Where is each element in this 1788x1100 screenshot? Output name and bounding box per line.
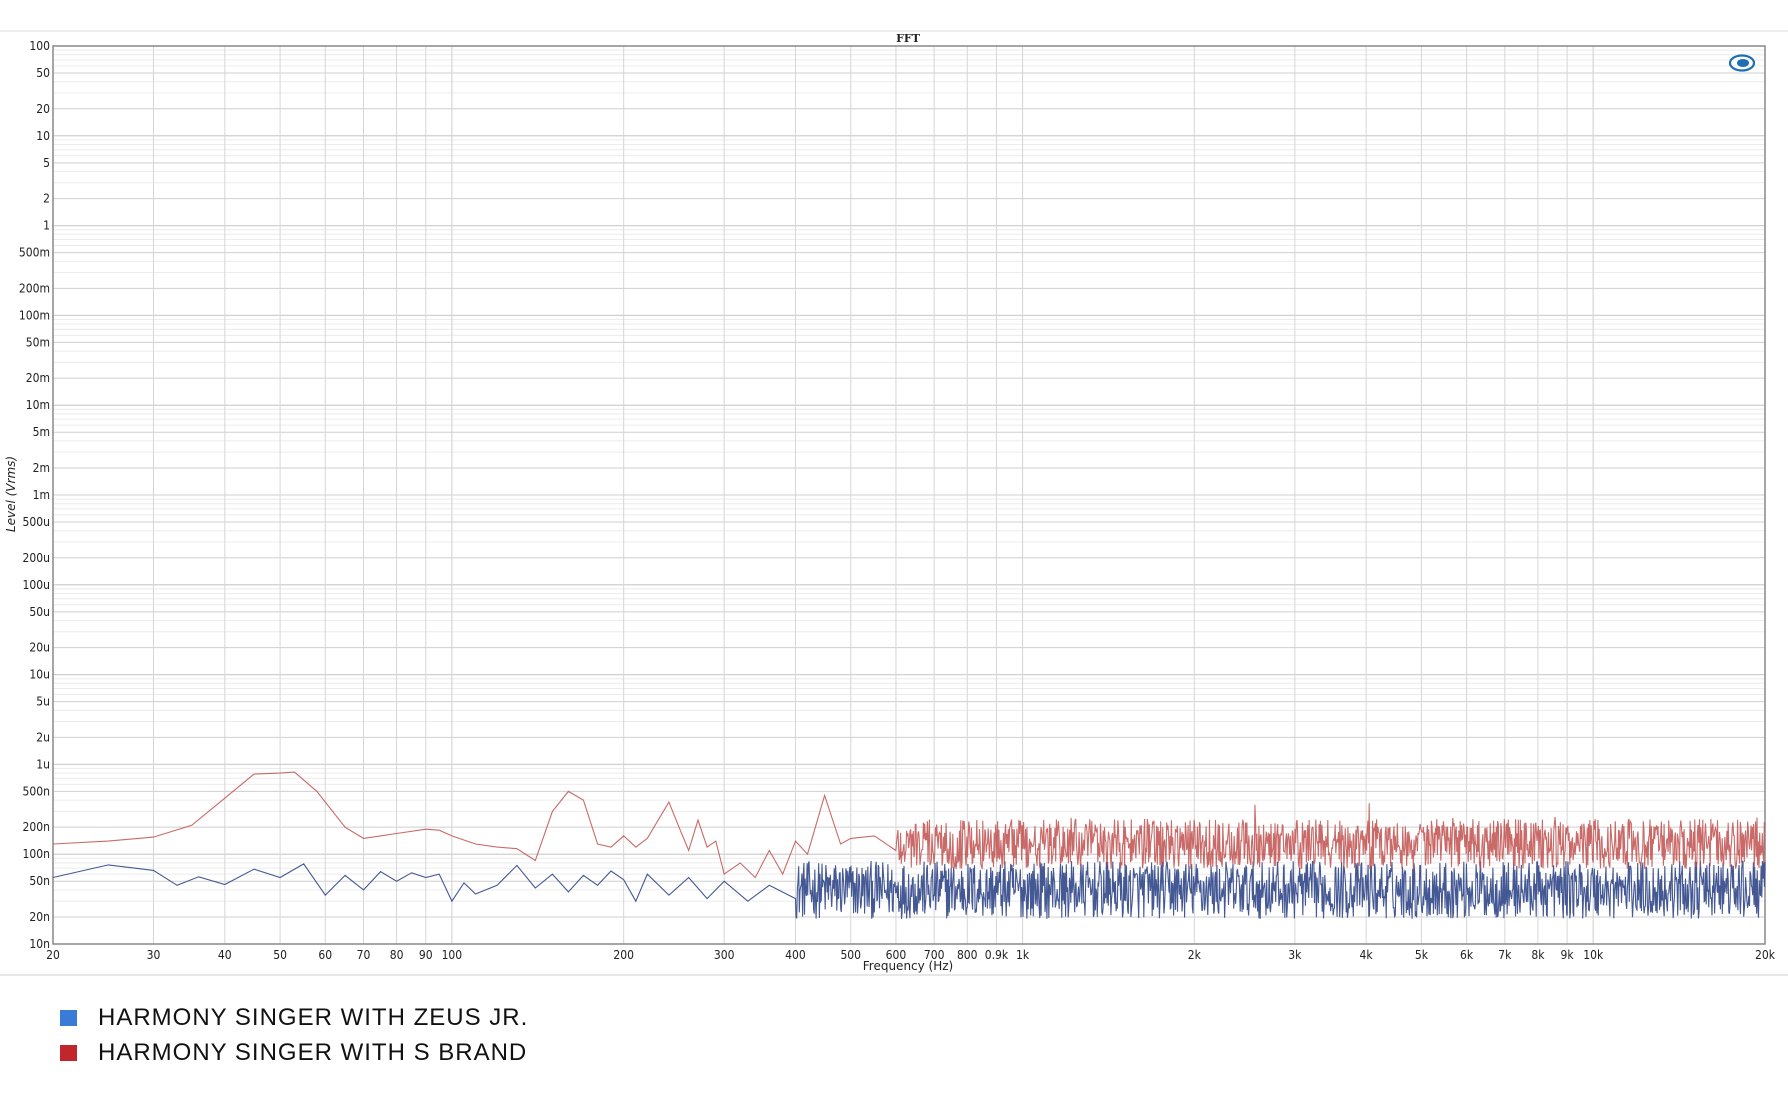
x-tick-label: 5k — [1415, 948, 1429, 962]
chart-title: FFT — [896, 32, 921, 45]
x-tick-label: 6k — [1460, 948, 1474, 962]
y-tick-label: 10 — [36, 129, 50, 143]
x-tick-label: 100 — [442, 948, 463, 962]
y-tick-label: 50m — [26, 335, 50, 349]
x-tick-label: 20k — [1755, 948, 1776, 962]
y-tick-label: 10u — [29, 668, 50, 682]
series-line-s-brand — [52, 771, 1766, 879]
legend-swatch-red — [60, 1044, 77, 1061]
y-axis-title: Level (Vrms) — [4, 456, 18, 532]
y-tick-label: 20n — [29, 910, 50, 924]
x-tick-label: 9k — [1561, 948, 1575, 962]
x-tick-label: 40 — [218, 948, 232, 962]
legend-item-s-brand: HARMONY SINGER WITH S BRAND — [60, 1035, 528, 1070]
x-tick-label: 300 — [714, 948, 735, 962]
x-tick-label: 3k — [1288, 948, 1302, 962]
y-tick-label: 1m — [33, 488, 50, 502]
y-tick-label: 500u — [23, 515, 50, 529]
y-tick-label: 5 — [43, 156, 50, 170]
y-tick-label: 500m — [19, 246, 50, 260]
y-tick-label: 10m — [26, 398, 50, 412]
legend-item-zeus: HARMONY SINGER WITH ZEUS JR. — [60, 1000, 528, 1035]
x-tick-label: 80 — [390, 948, 404, 962]
y-tick-label: 2 — [43, 192, 50, 206]
y-tick-label: 20m — [26, 371, 50, 385]
y-tick-label: 2m — [33, 461, 50, 475]
x-tick-label: 0.9k — [985, 948, 1009, 962]
x-tick-label: 10k — [1583, 948, 1604, 962]
x-tick-label: 60 — [318, 948, 332, 962]
y-tick-label: 200m — [19, 281, 50, 295]
y-tick-label: 50 — [36, 66, 50, 80]
y-tick-label: 100 — [29, 39, 50, 53]
x-tick-label: 70 — [357, 948, 371, 962]
y-tick-label: 20 — [36, 102, 50, 116]
y-tick-label: 500n — [23, 784, 50, 798]
x-tick-label: 700 — [924, 948, 945, 962]
y-tick-label: 100u — [23, 578, 50, 592]
x-tick-label: 20 — [46, 948, 60, 962]
y-tick-label: 1u — [36, 757, 50, 771]
y-tick-label: 200u — [23, 551, 50, 565]
x-tick-label: 50 — [273, 948, 287, 962]
x-tick-label: 2k — [1188, 948, 1202, 962]
y-tick-label: 2u — [36, 730, 50, 744]
x-tick-label: 8k — [1531, 948, 1545, 962]
legend-label-s-brand: HARMONY SINGER WITH S BRAND — [98, 1038, 528, 1066]
x-tick-label: 800 — [957, 948, 978, 962]
series-line-zeus-jr — [52, 860, 1766, 919]
y-tick-label: 50n — [29, 874, 50, 888]
x-axis-title: Frequency (Hz) — [863, 959, 954, 973]
y-tick-label: 5u — [36, 695, 50, 709]
y-tick-label: 1 — [43, 219, 50, 233]
legend: HARMONY SINGER WITH ZEUS JR. HARMONY SIN… — [60, 1000, 528, 1070]
plot-area — [52, 45, 1766, 945]
y-tick-label: 50u — [29, 605, 50, 619]
legend-swatch-blue — [60, 1009, 77, 1026]
x-tick-label: 90 — [419, 948, 433, 962]
x-tick-label: 1k — [1016, 948, 1030, 962]
ap-logo-icon — [1728, 54, 1756, 72]
x-tick-label: 30 — [147, 948, 161, 962]
x-tick-label: 7k — [1498, 948, 1512, 962]
y-tick-label: 20u — [29, 641, 50, 655]
y-tick-label: 5m — [33, 425, 50, 439]
x-tick-label: 600 — [886, 948, 907, 962]
y-tick-label: 100n — [23, 847, 50, 861]
y-tick-label: 10n — [29, 937, 50, 951]
x-tick-label: 200 — [613, 948, 634, 962]
x-tick-label: 400 — [785, 948, 806, 962]
legend-label-zeus: HARMONY SINGER WITH ZEUS JR. — [98, 1003, 529, 1031]
x-tick-label: 4k — [1360, 948, 1374, 962]
x-tick-label: 500 — [840, 948, 861, 962]
y-tick-label: 200n — [23, 820, 50, 834]
y-tick-label: 100m — [19, 308, 50, 322]
